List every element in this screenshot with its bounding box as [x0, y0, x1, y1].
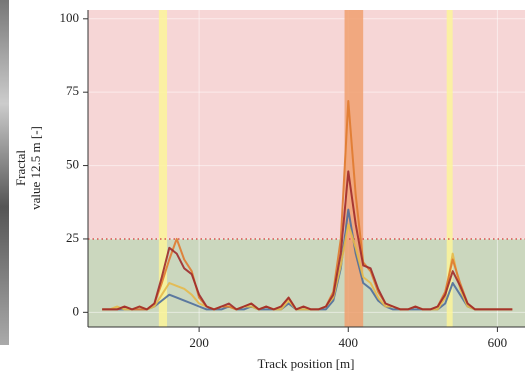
y-axis-label: Fractal	[13, 150, 28, 186]
x-tick-label: 400	[339, 335, 359, 350]
y-tick-label: 100	[60, 10, 80, 25]
image-strip	[0, 0, 9, 345]
x-axis-label: Track position [m]	[257, 356, 354, 371]
y-tick-label: 75	[66, 83, 79, 98]
y-tick-label: 0	[73, 303, 80, 318]
y-tick-label: 50	[66, 157, 79, 172]
x-tick-label: 200	[189, 335, 209, 350]
y-tick-label: 25	[66, 230, 79, 245]
y-axis-label: value 12.5 m [-]	[28, 126, 43, 210]
x-tick-label: 600	[488, 335, 508, 350]
plot-area	[88, 10, 525, 327]
above-threshold-region	[88, 10, 525, 239]
